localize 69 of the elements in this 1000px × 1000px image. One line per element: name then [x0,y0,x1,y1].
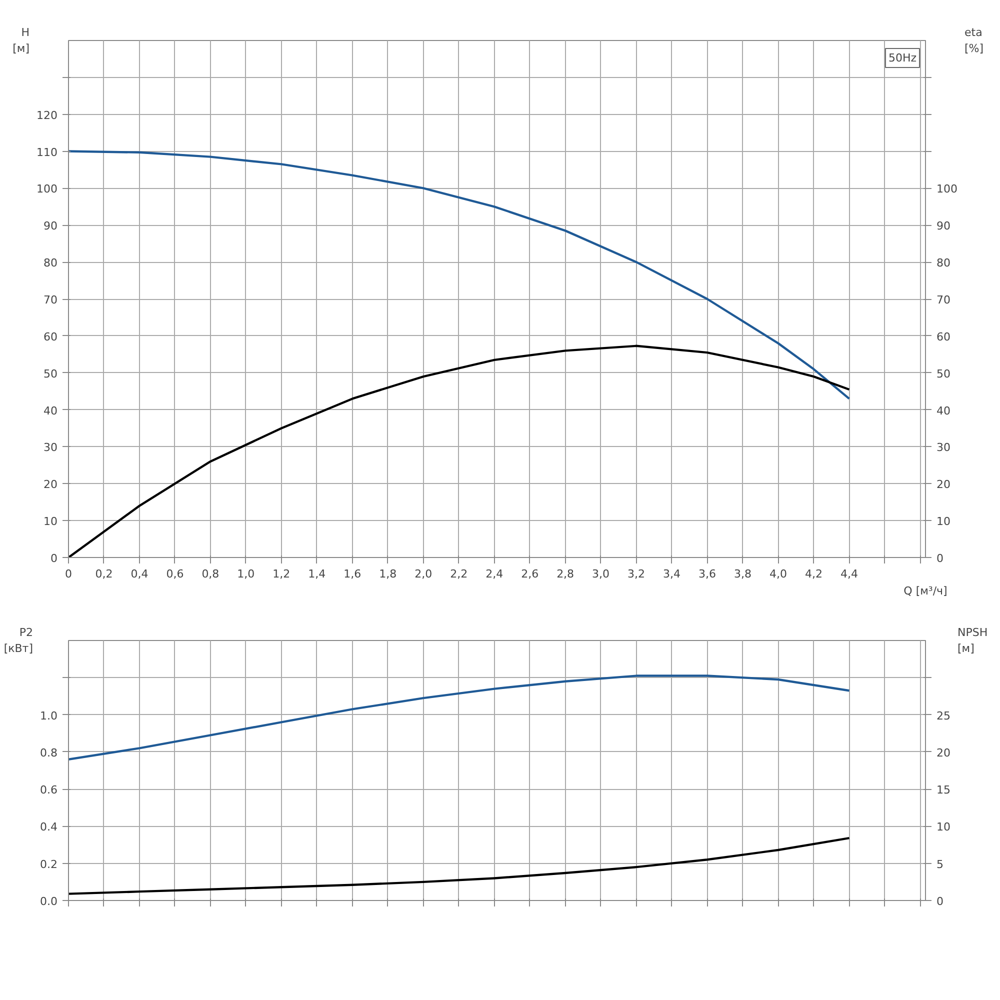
y2-tick-label: 20 [936,746,950,760]
x-tick-label: 3,2 [628,568,646,580]
y2-tick-label: 90 [936,220,950,233]
y-tick-label: 0.6 [40,784,58,797]
y-tick-label: 90 [44,220,58,233]
x-tick-label: 2,6 [521,568,539,580]
y-axis-title: H [м] [12,26,30,55]
y-tick-label: 0.2 [40,858,58,871]
x-tick-label: 2,4 [486,568,504,580]
y2-tick-label: 50 [936,367,950,380]
y2-tick-label: 100 [936,182,958,196]
x-tick-label: 2,8 [556,568,574,580]
y-tick-label: 20 [44,478,58,492]
line-series [68,674,850,760]
x-tick-label: 4,4 [840,568,858,580]
x-tick-label: 0,6 [166,568,184,580]
y2-tick-label: 80 [936,256,950,270]
y-tick-label: 100 [36,182,58,196]
y2-tick-label: 70 [936,294,950,306]
x-tick-label: 4,2 [804,568,822,580]
y2-tick-label: 5 [936,858,944,871]
y2-tick-label: 0 [936,895,944,908]
y-tick-label: 0.0 [40,895,58,908]
y-tick-label: 30 [44,441,58,454]
y2-axis-title: NPSH [м] [957,626,988,655]
x-tick-label: 1,0 [237,568,255,580]
y2-tick-label: 10 [936,515,950,528]
y2-tick-label: 15 [936,784,950,797]
line-series [68,344,850,558]
y-tick-label: 50 [44,367,58,380]
y-tick-label: 0.4 [40,820,58,834]
y-tick-label: 1.0 [40,709,58,722]
y-tick-label: 0.8 [40,746,58,760]
y-tick-label: 120 [36,108,58,122]
x-tick-label: 1,4 [308,568,326,580]
x-tick-label: 0,2 [95,568,113,580]
y-tick-label: 10 [44,515,58,528]
y2-tick-label: 25 [936,709,950,722]
y2-tick-label: 30 [936,441,950,454]
y-tick-label: 40 [44,404,58,418]
y2-tick-label: 60 [936,330,950,344]
y-tick-label: 60 [44,330,58,344]
x-tick-label: 3,0 [592,568,610,580]
y2-tick-label: 40 [936,404,950,418]
y-axis-title: P2 [кВт] [4,626,34,655]
x-tick-label: 0,8 [202,568,220,580]
x-tick-label: 3,6 [698,568,716,580]
x-tick-label: 0 [65,568,72,580]
x-tick-label: 4,0 [769,568,787,580]
line-series [68,150,850,400]
y-tick-label: 80 [44,256,58,270]
y2-tick-label: 10 [936,820,950,834]
x-tick-label: 3,4 [663,568,681,580]
y2-tick-label: 20 [936,478,950,492]
x-tick-label: 0,4 [130,568,148,580]
x-axis-title: Q [м³/ч] [904,584,948,598]
annotation: 50Hz [888,52,917,64]
y-tick-label: 110 [36,146,58,159]
y2-tick-label: 0 [936,552,944,565]
y2-axis-title: eta [%] [964,26,984,55]
x-tick-label: 1,6 [344,568,362,580]
x-tick-label: 2,2 [450,568,468,580]
line-series [68,837,850,895]
x-tick-label: 1,2 [272,568,290,580]
x-tick-label: 1,8 [379,568,397,580]
x-tick-label: 3,8 [734,568,752,580]
x-tick-label: 2,0 [414,568,432,580]
y-tick-label: 0 [50,552,58,565]
y-tick-label: 70 [44,294,58,306]
